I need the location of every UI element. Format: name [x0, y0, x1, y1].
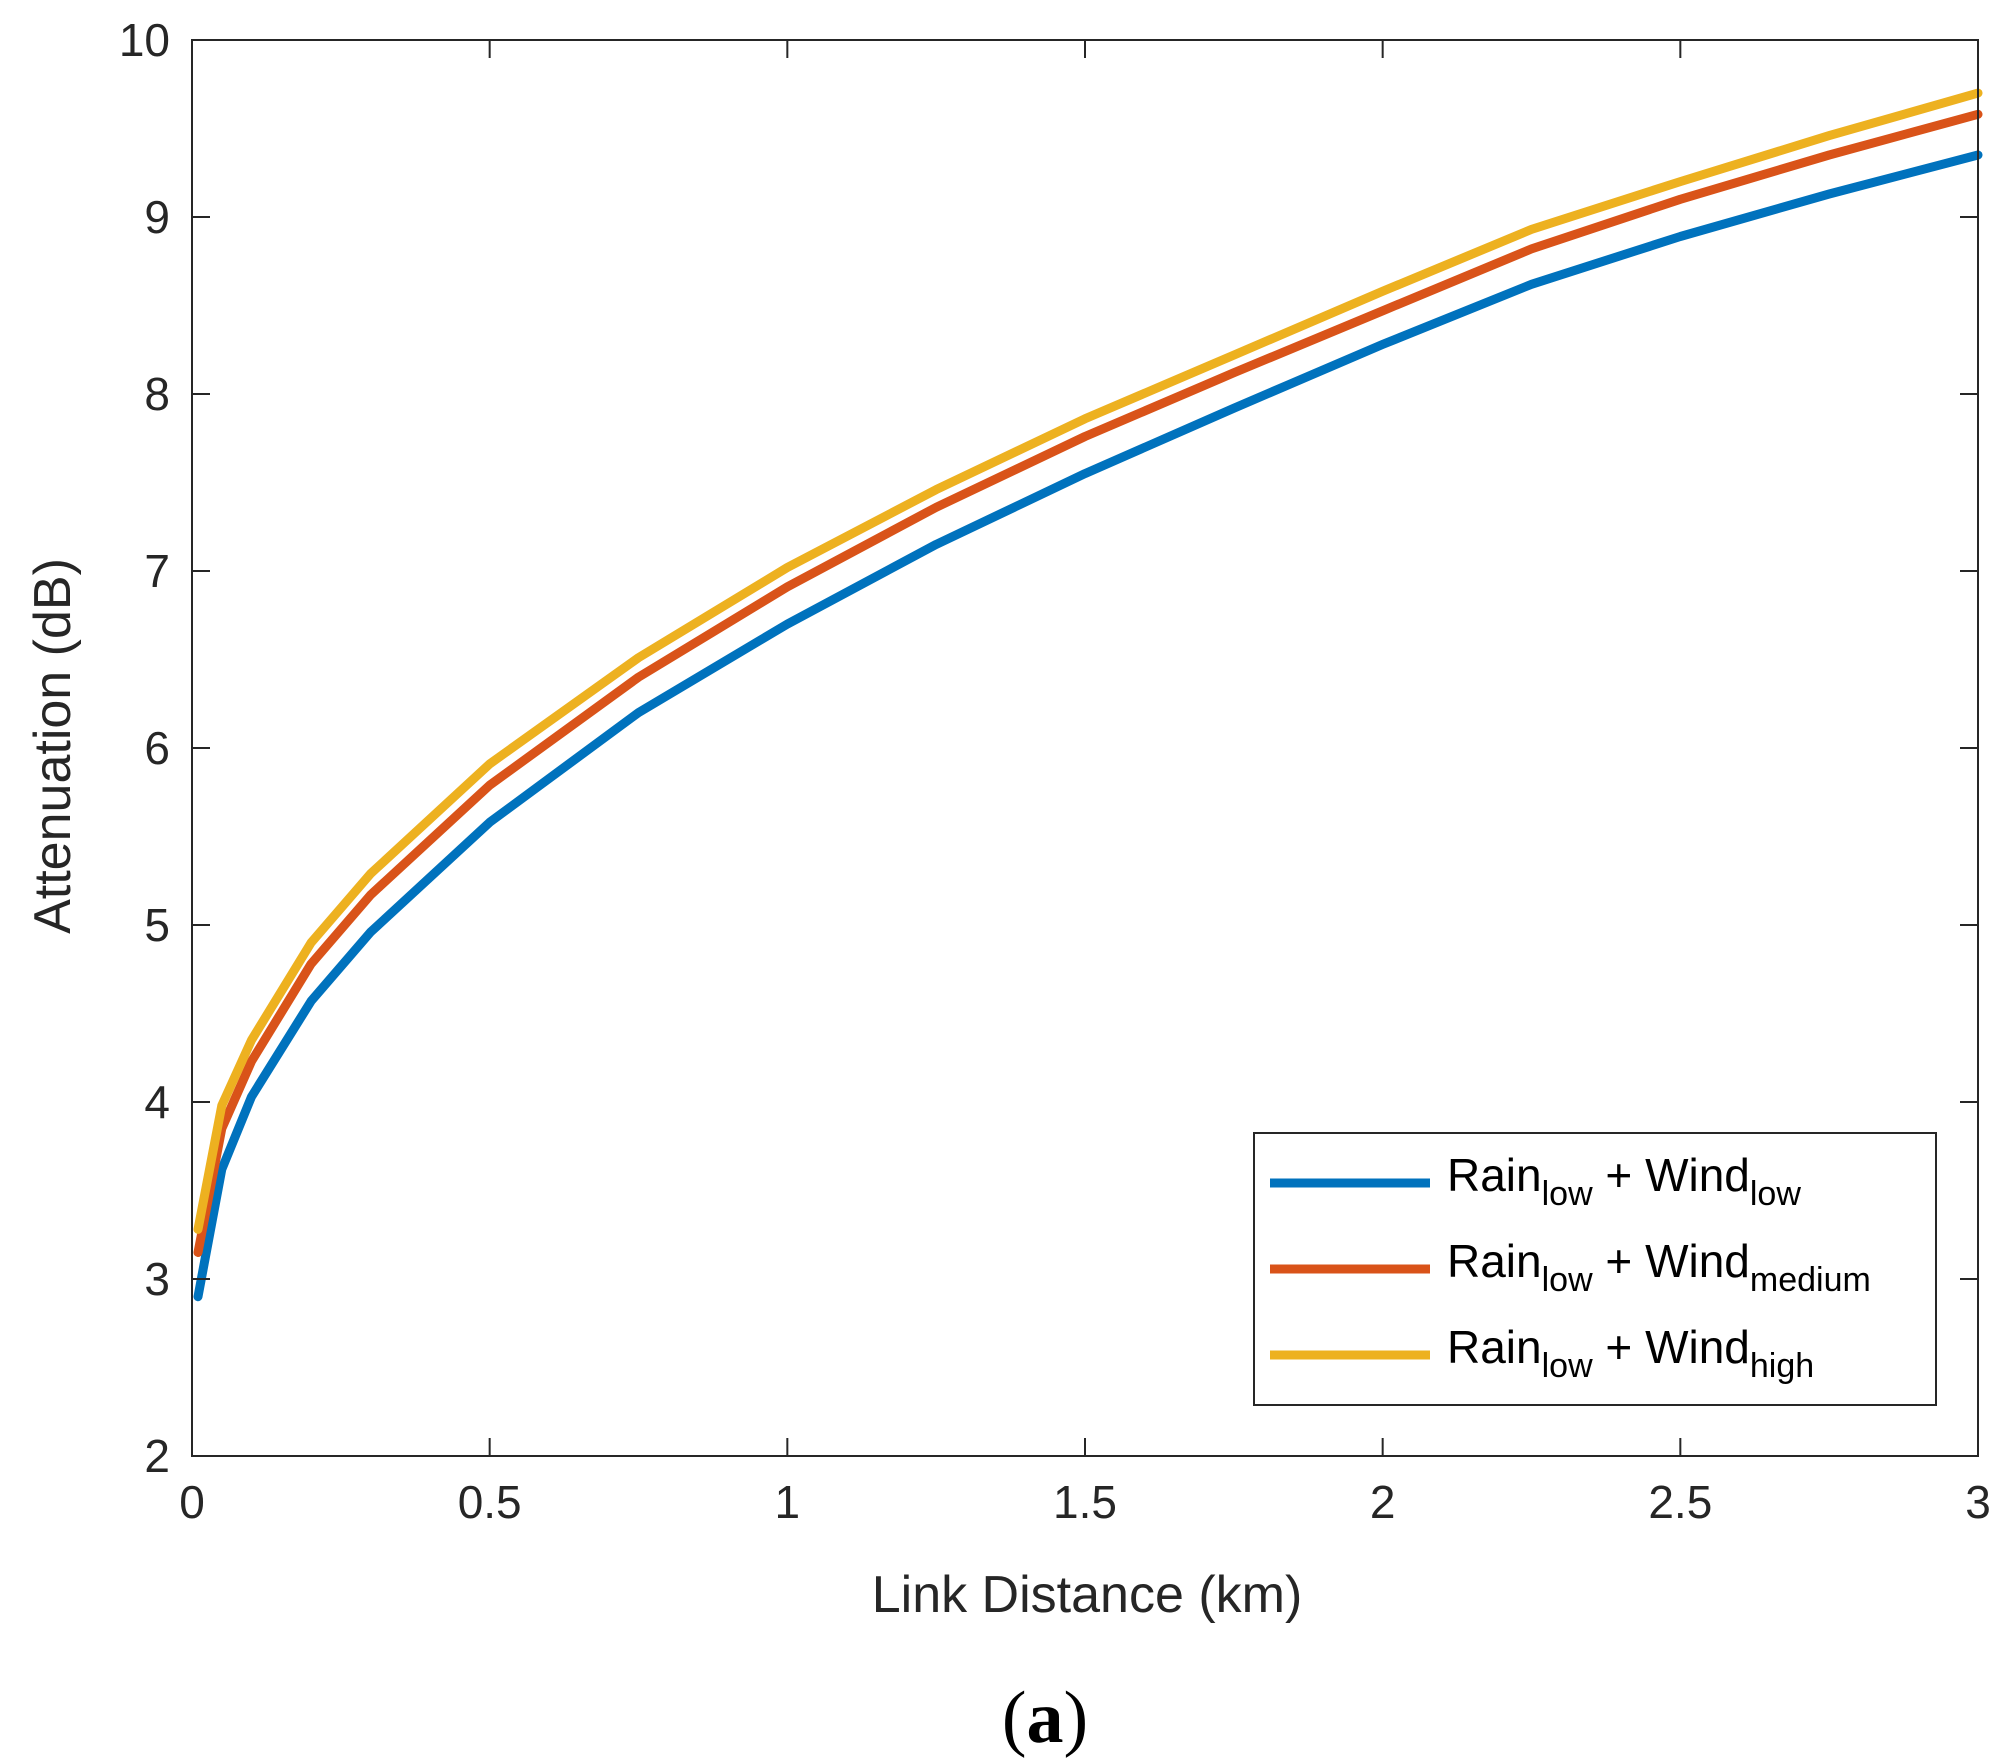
legend-rain-subscript: low	[1542, 1347, 1593, 1385]
legend-rain-subscript: low	[1542, 1261, 1593, 1299]
y-tick-label: 8	[144, 368, 170, 420]
legend-entry-wind-medium: Rainlow + Windmedium	[1270, 1235, 1871, 1299]
legend: Rainlow + Windlow Rainlow + Windmedium R…	[1253, 1132, 1937, 1406]
caption-open-paren: (	[1002, 1677, 1027, 1759]
legend-label-wind-low: Rainlow + Windlow	[1447, 1149, 1801, 1213]
ticks: 0 0.5 1 1.5 2 2.5 3 2 3 4 5 6 7 8 9 10	[119, 14, 1991, 1528]
series-lines	[193, 88, 1983, 1302]
x-axis-title: Link Distance (km)	[872, 1566, 1303, 1624]
x-tick-label: 2	[1370, 1476, 1396, 1528]
legend-wind-subscript: low	[1750, 1175, 1801, 1213]
legend-wind-text: + Wind	[1593, 1321, 1750, 1373]
legend-wind-text: + Wind	[1593, 1149, 1750, 1201]
series-line-0	[193, 150, 1983, 1302]
legend-wind-subscript: high	[1750, 1347, 1814, 1385]
legend-entry-wind-low: Rainlow + Windlow	[1270, 1149, 1801, 1213]
y-tick-label: 7	[144, 545, 170, 597]
legend-rain-text: Rain	[1447, 1149, 1542, 1201]
x-tick-label: 0	[179, 1476, 205, 1528]
legend-label-wind-medium: Rainlow + Windmedium	[1447, 1235, 1871, 1299]
y-tick-label: 9	[144, 191, 170, 243]
legend-rain-text: Rain	[1447, 1321, 1542, 1373]
y-tick-label: 5	[144, 899, 170, 951]
legend-rain-text: Rain	[1447, 1235, 1542, 1287]
y-tick-label: 2	[144, 1430, 170, 1482]
x-tick-label: 2.5	[1648, 1476, 1712, 1528]
x-tick-label: 1.5	[1053, 1476, 1117, 1528]
y-tick-label: 6	[144, 722, 170, 774]
legend-wind-subscript: medium	[1750, 1261, 1871, 1299]
x-tick-label: 1	[775, 1476, 801, 1528]
x-tick-label: 3	[1965, 1476, 1991, 1528]
x-tick-label: 0.5	[458, 1476, 522, 1528]
legend-label-wind-high: Rainlow + Windhigh	[1447, 1321, 1814, 1385]
series-line-2	[193, 88, 1983, 1234]
y-tick-label: 3	[144, 1253, 170, 1305]
series-line-1	[193, 109, 1983, 1257]
y-axis-title: Attenuation (dB)	[24, 558, 82, 934]
legend-entry-wind-high: Rainlow + Windhigh	[1270, 1321, 1814, 1385]
caption-close-paren: )	[1064, 1677, 1089, 1759]
y-tick-label: 4	[144, 1076, 170, 1128]
figure-caption: (a)	[1002, 1677, 1088, 1759]
legend-rain-subscript: low	[1542, 1175, 1593, 1213]
caption-letter: a	[1027, 1677, 1064, 1759]
legend-wind-text: + Wind	[1593, 1235, 1750, 1287]
y-tick-label: 10	[119, 14, 170, 66]
